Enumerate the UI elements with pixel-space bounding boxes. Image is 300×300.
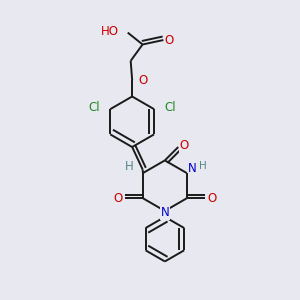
Text: Cl: Cl [88, 101, 100, 114]
Text: H: H [199, 160, 207, 171]
Text: O: O [207, 192, 217, 205]
Text: H: H [125, 160, 134, 173]
Text: Cl: Cl [165, 101, 176, 114]
Text: N: N [160, 206, 169, 219]
Text: O: O [165, 34, 174, 46]
Text: O: O [113, 192, 122, 205]
Text: O: O [180, 139, 189, 152]
Text: O: O [138, 74, 147, 87]
Text: N: N [188, 162, 197, 175]
Text: HO: HO [101, 25, 119, 38]
